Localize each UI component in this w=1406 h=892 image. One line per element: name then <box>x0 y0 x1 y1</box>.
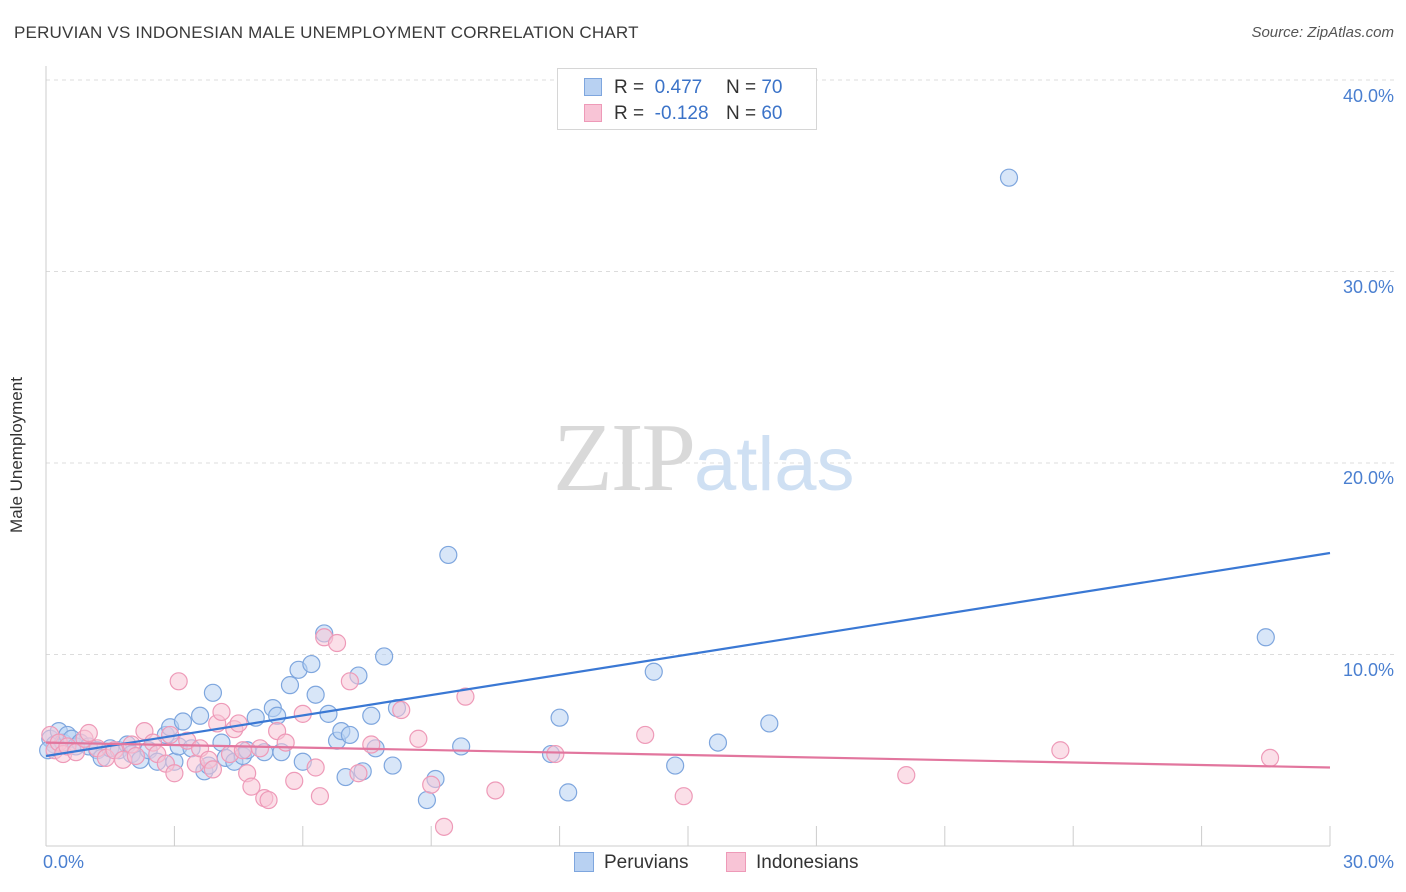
peruvian-point <box>190 706 210 725</box>
legend-row-indonesians: R = -0.128 N = 60 <box>584 103 782 125</box>
indonesian-point <box>233 741 252 760</box>
indonesian-point <box>456 687 475 706</box>
peruvian-point <box>302 654 321 674</box>
legend-n-value: 60 <box>761 103 783 124</box>
indonesian-point <box>229 714 248 733</box>
peruvian-point <box>306 685 325 704</box>
peruvian-point <box>550 708 569 727</box>
indonesian-point <box>434 817 454 836</box>
indonesian-point <box>1051 741 1070 760</box>
indonesian-point <box>422 775 441 794</box>
peruvian-point <box>417 790 437 810</box>
indonesian-point <box>392 700 411 720</box>
watermark-atlas: atlas <box>694 422 855 507</box>
stats-legend: R = 0.477 N = 70 R = -0.128 N = 60 <box>557 68 817 130</box>
legend-label: Peruvians <box>604 852 689 873</box>
legend-label: Indonesians <box>756 852 859 873</box>
legend-r-value: 0.477 <box>654 77 703 98</box>
peruvian-point <box>559 783 578 802</box>
y-tick-label: 30.0% <box>1342 277 1394 297</box>
peruvian-point <box>340 725 359 745</box>
peruvian-point <box>268 706 287 725</box>
legend-swatch-pink <box>726 852 746 872</box>
peruvian-point <box>280 676 300 695</box>
legend-swatch-pink <box>584 104 602 122</box>
watermark-zip: ZIP <box>553 404 696 512</box>
peruvian-point <box>644 662 663 681</box>
indonesian-point <box>203 760 223 779</box>
peruvian-point <box>439 545 458 565</box>
peruvian-point <box>383 756 402 775</box>
peruvian-point <box>666 756 685 775</box>
indonesian-point <box>486 781 505 800</box>
indonesians-series <box>41 628 1280 836</box>
indonesian-point <box>285 771 304 790</box>
indonesian-point <box>276 733 295 752</box>
indonesian-point <box>340 672 359 691</box>
legend-swatch-blue <box>574 852 594 872</box>
watermark: ZIPatlas <box>553 400 855 514</box>
indonesian-point <box>250 739 270 758</box>
indonesian-point <box>636 725 655 745</box>
indonesian-point <box>212 702 231 722</box>
chart-title: PERUVIAN VS INDONESIAN MALE UNEMPLOYMENT… <box>14 23 639 42</box>
y-tick-label: 10.0% <box>1342 660 1394 680</box>
indonesian-point <box>1260 748 1280 768</box>
y-tick-label: 20.0% <box>1342 468 1394 488</box>
indonesian-point <box>327 633 347 653</box>
legend-r-value: -0.128 <box>654 103 709 124</box>
indonesian-point <box>362 735 381 754</box>
legend-n-label: N = <box>725 77 757 98</box>
legend-item-indonesians[interactable]: Indonesians <box>726 852 858 874</box>
peruvian-point <box>452 737 471 756</box>
indonesians-trend-line <box>45 741 1331 769</box>
source-label: Source: ZipAtlas.com <box>1251 24 1394 41</box>
peruvian-point <box>319 704 338 723</box>
peruvian-point <box>203 683 223 702</box>
legend-n-value: 70 <box>761 77 783 98</box>
peruvian-point <box>708 733 728 752</box>
legend-swatch-blue <box>584 78 602 96</box>
indonesian-point <box>259 790 278 810</box>
indonesian-point <box>242 777 261 796</box>
trend-lines <box>45 551 1331 769</box>
x-tick-label: 30.0% <box>1342 852 1394 872</box>
peruvian-point <box>1256 628 1275 647</box>
indonesian-point <box>126 746 145 766</box>
legend-r-label: R = <box>614 103 645 124</box>
peruvian-point <box>760 714 779 733</box>
indonesian-point <box>169 672 188 691</box>
indonesian-point <box>897 766 916 785</box>
peruvian-point <box>173 712 193 731</box>
legend-n-label: N = <box>725 103 757 124</box>
indonesian-point <box>79 723 98 743</box>
legend-item-peruvians[interactable]: Peruvians <box>574 852 689 874</box>
peruvian-point <box>362 706 381 725</box>
grid-lines <box>46 79 1394 655</box>
legend-row-peruvians: R = 0.477 N = 70 <box>584 77 782 99</box>
indonesian-point <box>674 787 693 806</box>
peruvian-point <box>999 168 1019 187</box>
axes <box>45 66 1331 847</box>
x-tick-label: 0.0% <box>43 852 85 872</box>
legend-r-label: R = <box>614 77 645 98</box>
peruvians-trend-line <box>45 551 1331 758</box>
indonesian-point <box>349 764 368 783</box>
y-axis-label: Male Unemployment <box>7 377 26 533</box>
indonesian-point <box>310 787 330 806</box>
indonesian-point <box>306 758 325 777</box>
indonesian-point <box>165 764 184 783</box>
indonesian-point <box>409 729 428 748</box>
y-tick-label: 40.0% <box>1342 86 1394 106</box>
peruvian-point <box>375 647 394 666</box>
indonesian-point <box>546 744 565 764</box>
